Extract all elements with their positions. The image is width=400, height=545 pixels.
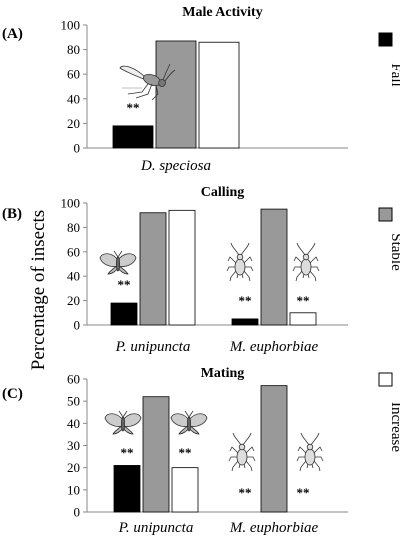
y-tick-label: 80 <box>67 42 80 57</box>
bar-stable <box>260 208 288 326</box>
significance-marker: ** <box>297 485 310 500</box>
y-tick-label: 0 <box>74 318 81 333</box>
y-tick-label: 60 <box>67 372 80 387</box>
moth-icon <box>99 250 137 275</box>
legend-label-stable: Stable <box>388 233 400 271</box>
y-tick-label: 40 <box>67 269 80 284</box>
legend-label-increase: Increase <box>388 402 400 452</box>
moth-icon <box>170 410 208 435</box>
panel-title: Calling <box>201 185 245 200</box>
y-tick-label: 40 <box>67 416 80 431</box>
aphid-icon <box>296 432 324 472</box>
panel-3: (C) Mating 0 10 20 30 40 50 60 P. unipuncta M. eup… <box>2 366 348 536</box>
bar-fall <box>231 318 259 326</box>
legend-swatch-stable <box>378 207 393 222</box>
y-tick-label: 20 <box>67 293 80 308</box>
panel-2: (B) Calling 0 20 40 60 80 100 P. unipuncta M. eup… <box>2 185 348 355</box>
y-tick-label: 20 <box>67 460 80 475</box>
y-tick-label: 10 <box>67 482 80 497</box>
legend-label-fall: Fall <box>388 63 400 86</box>
shared-y-axis-label: Percentage of insects <box>28 210 49 370</box>
bar-increase <box>171 467 199 513</box>
significance-marker: ** <box>118 277 131 292</box>
y-tick-label: 80 <box>67 220 80 235</box>
aphid-icon <box>228 432 256 472</box>
significance-marker: ** <box>121 445 134 460</box>
legend: Fall Stable Increase <box>378 32 400 452</box>
significance-marker: ** <box>179 445 192 460</box>
y-tick-label: 60 <box>67 244 80 259</box>
bar-fall <box>112 125 154 149</box>
panel-label: (A) <box>2 26 23 42</box>
y-tick-label: 40 <box>67 91 80 106</box>
category-label: P. unipuncta <box>118 520 194 536</box>
bar-increase <box>168 209 196 326</box>
y-tick-label: 60 <box>67 67 80 82</box>
category-label: P. unipuncta <box>115 339 191 355</box>
bar-fall <box>110 302 138 326</box>
fly-icon <box>119 63 176 101</box>
significance-marker: ** <box>239 485 252 500</box>
panel-label: (C) <box>2 386 23 402</box>
y-tick-label: 50 <box>67 394 80 409</box>
significance-marker: ** <box>127 100 140 115</box>
bar-fall <box>113 465 141 513</box>
bar-stable <box>142 396 170 513</box>
y-tick-label: 20 <box>67 116 80 131</box>
bar-stable <box>155 40 197 149</box>
bar-stable <box>260 385 288 513</box>
aphid-icon <box>292 242 320 282</box>
significance-marker: ** <box>239 293 252 308</box>
aphid-icon <box>226 242 254 282</box>
significance-marker: ** <box>297 293 310 308</box>
bar-increase <box>289 312 317 326</box>
category-label: M. euphorbiae <box>229 339 319 355</box>
category-label: M. euphorbiae <box>229 520 319 536</box>
y-tick-label: 0 <box>74 505 81 520</box>
y-tick-label: 0 <box>74 141 81 156</box>
legend-swatch-fall <box>378 32 393 47</box>
bar-stable <box>139 212 167 326</box>
moth-icon <box>104 410 142 435</box>
panel-title: Male Activity <box>182 5 262 20</box>
panel-label: (B) <box>2 206 22 222</box>
y-tick-label: 30 <box>67 438 80 453</box>
y-tick-label: 100 <box>61 196 81 211</box>
y-tick-label: 100 <box>61 18 81 33</box>
panel-title: Mating <box>201 366 245 381</box>
category-label: D. speciosa <box>140 158 211 174</box>
legend-swatch-increase <box>378 372 393 387</box>
bar-increase <box>198 41 240 149</box>
panel-1: (A) Male Activity 0 20 40 60 80 100 D. speciosa *… <box>2 5 348 174</box>
